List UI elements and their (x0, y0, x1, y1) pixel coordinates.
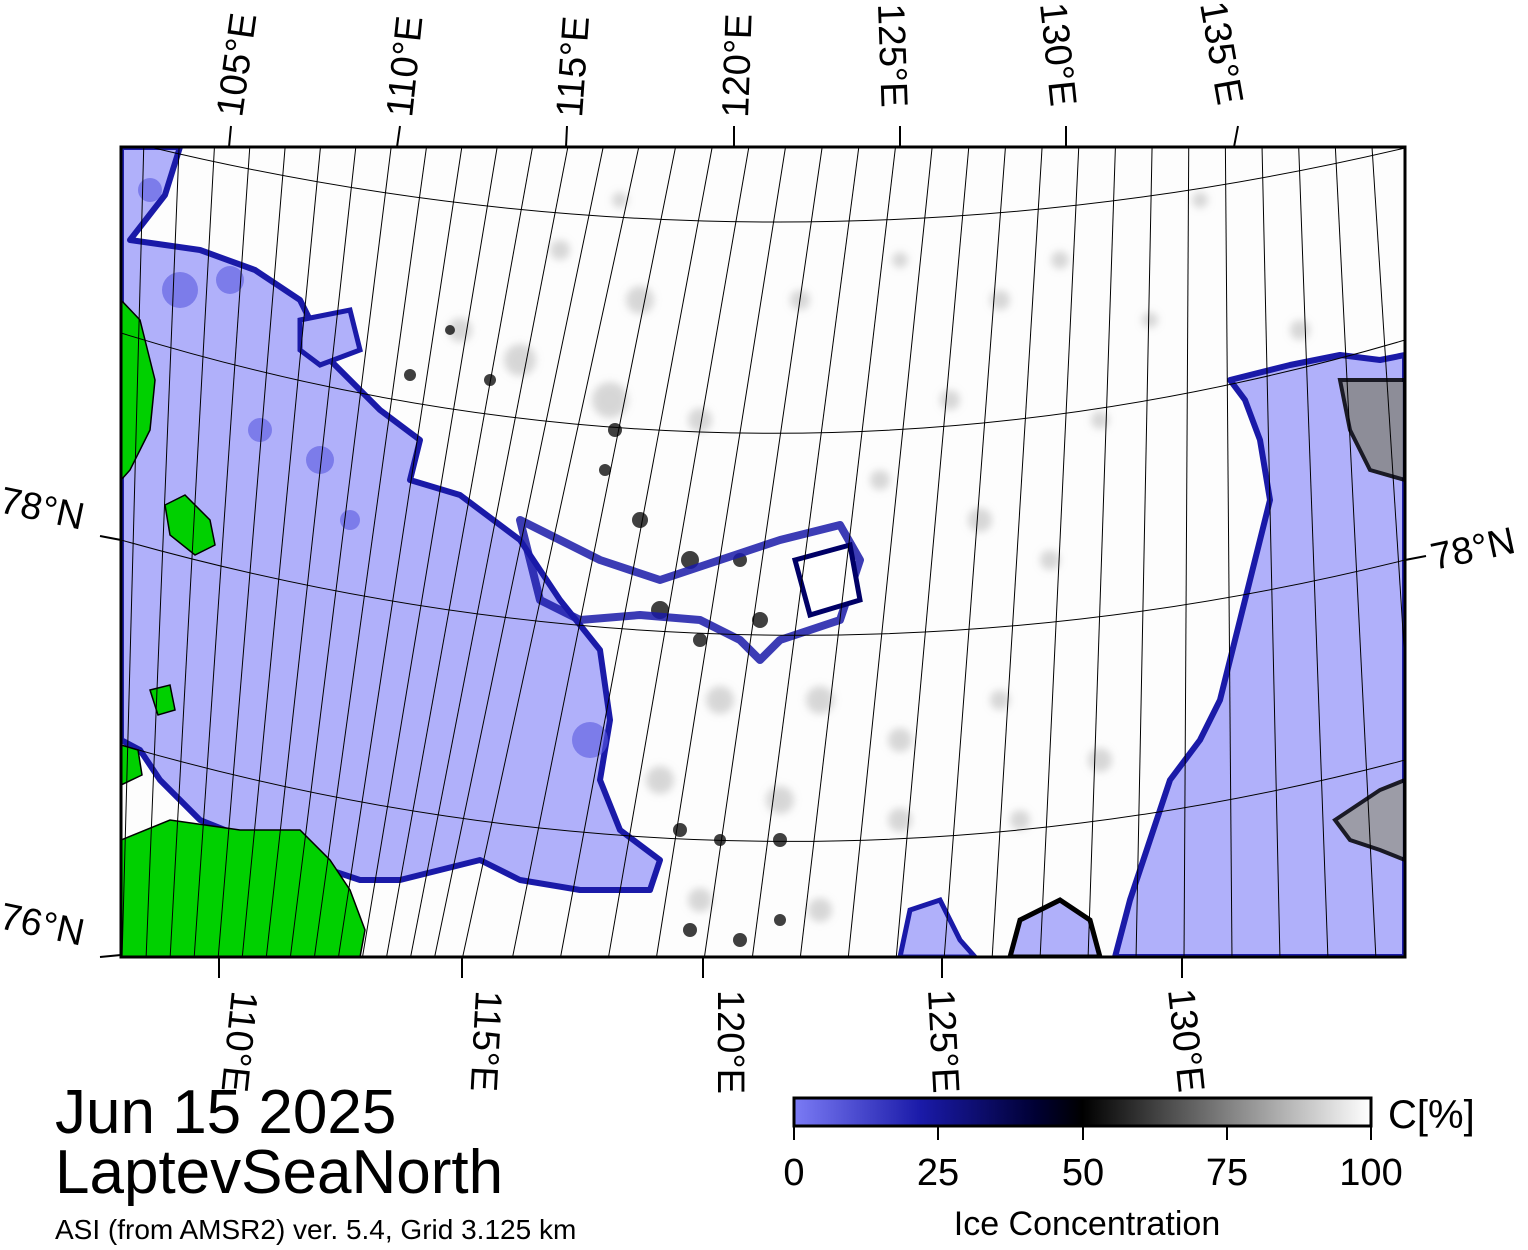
top-label-125E: 125°E (869, 3, 915, 108)
colorbar-gradient (792, 1096, 1373, 1128)
open-water-south-2 (1007, 897, 1103, 957)
left-label-78N: 78°N (0, 480, 88, 539)
open-water-south (897, 896, 979, 957)
top-axis-labels: 105°E 110°E 115°E 120°E 125°E 130°E 135°… (209, 0, 1250, 119)
colorbar-ticks (793, 1126, 1372, 1140)
colorbar-tick-100: 100 (1339, 1152, 1402, 1194)
map-frame (119, 145, 1407, 959)
top-label-120E: 120°E (715, 13, 761, 118)
colorbar-unit: C[%] (1388, 1093, 1475, 1137)
map-subtitle: ASI (from AMSR2) ver. 5.4, Grid 3.125 km (55, 1214, 577, 1245)
ice-floe-east-2 (1332, 777, 1405, 863)
map-region: LaptevSeaNorth (55, 1138, 504, 1207)
top-label-105E: 105°E (209, 10, 265, 119)
top-label-115E: 115°E (549, 15, 598, 119)
colorbar-tick-0: 0 (783, 1152, 804, 1194)
axis-ticks (99, 125, 1427, 978)
top-label-130E: 130°E (1031, 1, 1084, 109)
colorbar-tick-25: 25 (917, 1152, 959, 1194)
land-taymyr (121, 819, 366, 957)
colorbar-title: Ice Concentration (954, 1205, 1221, 1243)
bottom-label-120E: 120°E (709, 990, 751, 1094)
ice-floe-west (297, 307, 363, 368)
ice-edge-band (516, 516, 864, 664)
top-label-135E: 135°E (1191, 0, 1250, 108)
left-label-76N: 76°N (0, 896, 88, 955)
graticule-meridians (121, 147, 1405, 957)
colorbar: 0 25 50 75 100 C[%] Ice Concentration (783, 1093, 1474, 1243)
ice-floe-center (791, 541, 863, 619)
colorbar-tick-50: 50 (1062, 1152, 1104, 1194)
open-water-east (1112, 352, 1405, 957)
bottom-label-125E: 125°E (919, 988, 966, 1094)
top-label-110E: 110°E (379, 14, 431, 119)
bottom-label-115E: 115°E (462, 990, 509, 1093)
bottom-axis-labels: 110°E 115°E 120°E 125°E 130°E (212, 987, 1211, 1095)
bottom-label-130E: 130°E (1159, 987, 1212, 1095)
map-date: Jun 15 2025 (55, 1078, 397, 1147)
ice-texture (448, 192, 1310, 922)
map-area (121, 147, 1405, 957)
colorbar-tick-75: 75 (1206, 1152, 1248, 1194)
right-label-78N: 78°N (1427, 520, 1519, 579)
land-island-2 (164, 494, 216, 556)
land-island-1 (121, 298, 156, 482)
